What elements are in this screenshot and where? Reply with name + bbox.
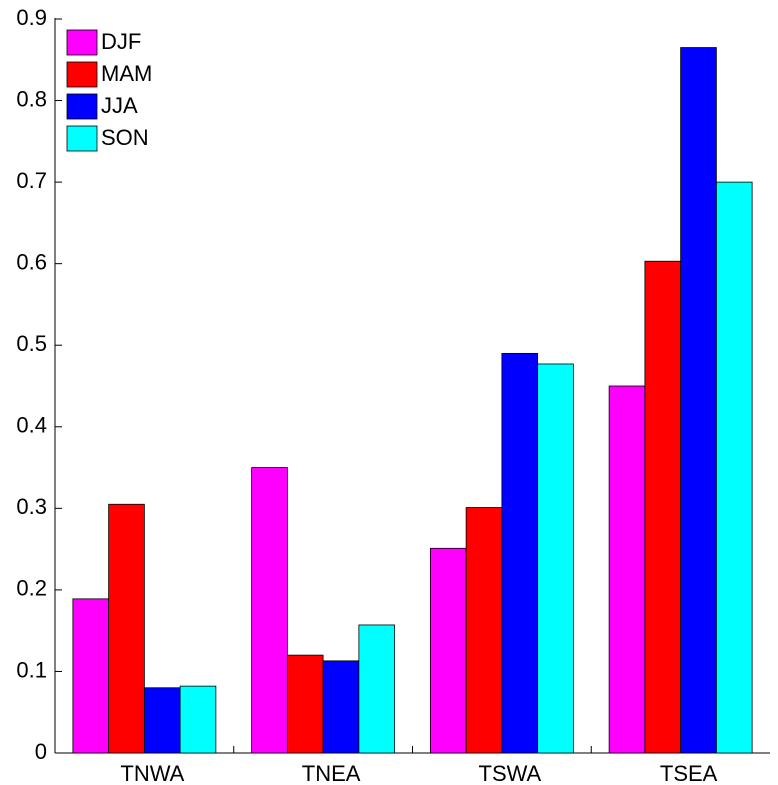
bar (108, 503, 145, 754)
y-tick-label: 0.8 (16, 86, 47, 111)
bar (501, 352, 539, 754)
y-tick-label: 0.7 (16, 168, 47, 193)
x-tick-label: TSWA (479, 761, 542, 785)
bar (608, 385, 646, 754)
legend-label: JJA (101, 93, 138, 118)
bar (358, 624, 396, 754)
y-tick-label: 0.6 (16, 249, 47, 274)
bar (680, 47, 717, 754)
legend-swatch (66, 93, 98, 120)
bar (179, 685, 217, 754)
y-tick-label: 0.4 (16, 413, 47, 438)
bar (715, 181, 753, 754)
bar (537, 363, 574, 754)
y-tick-label: 0.5 (16, 331, 47, 356)
legend-swatch (66, 61, 98, 88)
bar (286, 654, 324, 754)
x-tick-label: TSEA (660, 761, 718, 785)
bar (143, 687, 181, 754)
y-tick-label: 0.3 (16, 494, 47, 519)
bar (429, 547, 467, 754)
x-tick-label: TNWA (120, 761, 184, 785)
bar (72, 598, 110, 754)
y-tick-label: 0.9 (16, 5, 47, 30)
x-tick-label: TNEA (302, 761, 361, 785)
bar (322, 660, 360, 754)
bar (644, 260, 682, 754)
y-tick-label: 0 (35, 739, 47, 764)
y-tick-label: 0.2 (16, 576, 47, 601)
legend-label: DJF (101, 29, 141, 54)
legend-label: SON (101, 125, 149, 150)
legend-swatch (66, 29, 98, 56)
legend-swatch (66, 125, 98, 152)
bar (251, 467, 288, 754)
bar (465, 507, 503, 754)
legend-label: MAM (101, 61, 152, 86)
y-tick-label: 0.1 (16, 657, 47, 682)
